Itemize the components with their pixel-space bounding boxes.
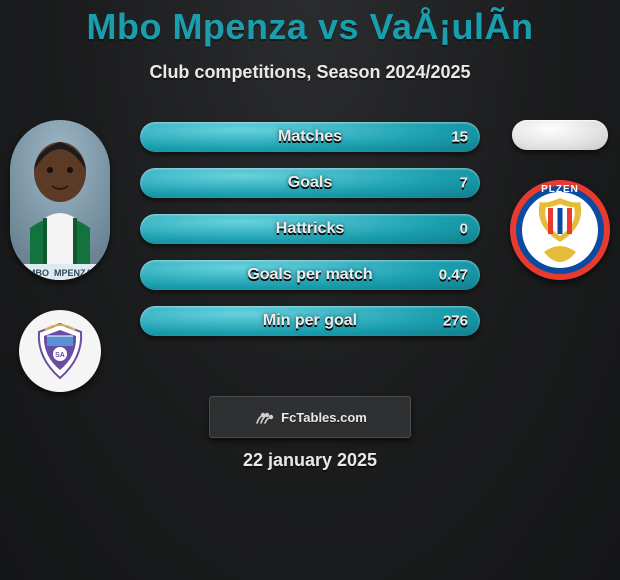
stat-value: 0 — [460, 221, 468, 238]
stats-bars: Matches 15 Goals 7 Hattricks 0 Goals per… — [140, 122, 480, 352]
source-banner: FcTables.com — [209, 396, 411, 438]
stat-label: Min per goal — [263, 312, 357, 330]
fctables-logo-icon — [253, 406, 275, 428]
stat-bar: Hattricks 0 — [140, 214, 480, 244]
svg-text:PLZEN: PLZEN — [541, 184, 579, 195]
stat-value: 15 — [451, 129, 468, 146]
stat-value: 0.47 — [439, 267, 468, 284]
anderlecht-crest-icon: SA — [31, 322, 89, 380]
svg-text:MBO MPENZA: MBO MPENZA — [28, 268, 92, 278]
right-player-column: PLZEN — [500, 120, 620, 280]
left-player-column: MBO MPENZA SA — [0, 120, 120, 392]
page-subtitle: Club competitions, Season 2024/2025 — [0, 62, 620, 83]
club-crest-right: PLZEN — [510, 180, 610, 280]
plzen-crest-icon: PLZEN — [510, 180, 610, 280]
player-placeholder-right — [512, 120, 608, 150]
stat-label: Hattricks — [276, 220, 344, 238]
footer-date: 22 january 2025 — [243, 450, 377, 471]
stat-label: Goals — [288, 174, 332, 192]
stat-label: Matches — [278, 128, 342, 146]
stat-bar: Min per goal 276 — [140, 306, 480, 336]
stat-value: 276 — [443, 313, 468, 330]
page-title: Mbo Mpenza vs VaÅ¡ulÃ­n — [0, 0, 620, 48]
stat-value: 7 — [460, 175, 468, 192]
player-photo-left: MBO MPENZA — [10, 120, 110, 280]
stat-label: Goals per match — [247, 266, 372, 284]
banner-text: FcTables.com — [281, 410, 367, 425]
svg-text:SA: SA — [55, 352, 65, 359]
club-crest-left: SA — [19, 310, 101, 392]
stat-bar: Goals 7 — [140, 168, 480, 198]
stat-bar: Matches 15 — [140, 122, 480, 152]
stat-bar: Goals per match 0.47 — [140, 260, 480, 290]
